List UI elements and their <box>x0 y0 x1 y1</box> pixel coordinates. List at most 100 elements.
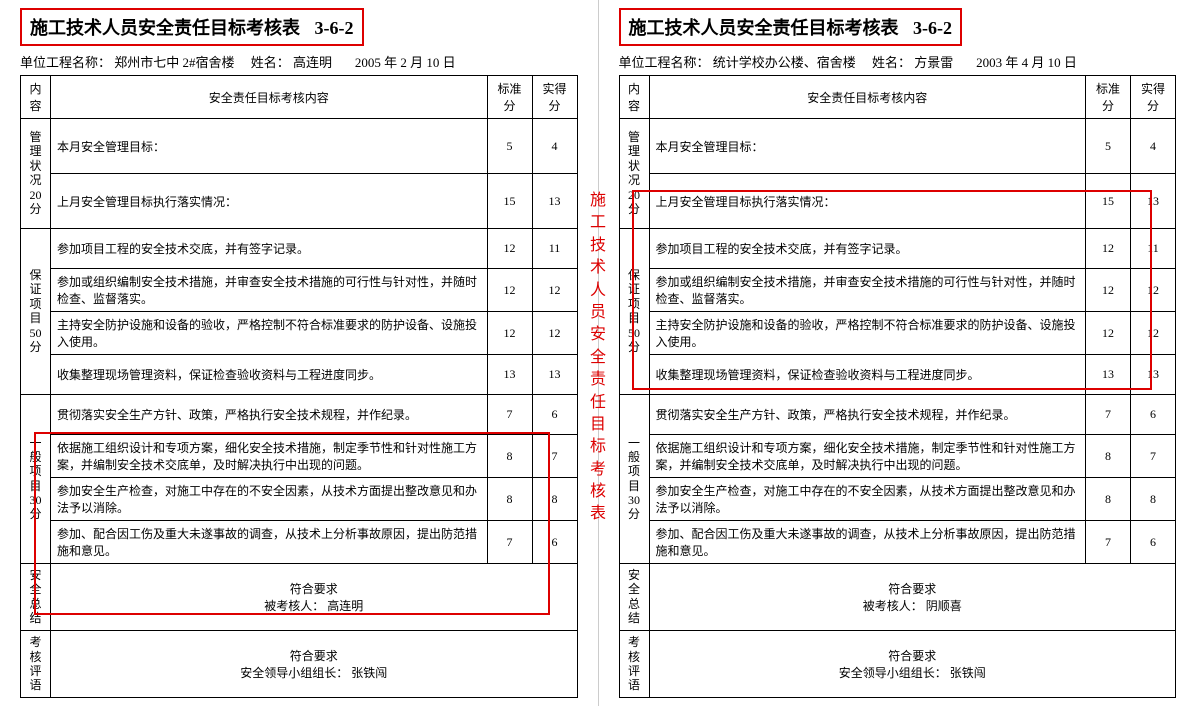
section3-label: 一般项目30分 <box>619 395 649 564</box>
row4-text: 参加或组织编制安全技术措施，并审查安全技术措施的可行性与针对性，并随时检查、监督… <box>51 269 488 312</box>
assessed-label: 被考核人： <box>863 599 923 613</box>
row4-act: 12 <box>532 269 577 312</box>
table-header-row: 内容 安全责任目标考核内容 标准分 实得分 <box>619 76 1176 119</box>
hdr-act: 实得分 <box>532 76 577 119</box>
date: 2005 年 2 月 10 日 <box>355 55 456 70</box>
row5-text: 主持安全防护设施和设备的验收，严格控制不符合标准要求的防护设备、设施投入使用。 <box>649 312 1086 355</box>
row8-text: 依据施工组织设计和专项方案，细化安全技术措施，制定季节性和针对性施工方案，并编制… <box>51 435 488 478</box>
row4-text: 参加或组织编制安全技术措施，并审查安全技术措施的可行性与针对性，并随时检查、监督… <box>649 269 1086 312</box>
row1-act: 4 <box>1131 119 1176 174</box>
row7-text: 贯彻落实安全生产方针、政策，严格执行安全技术规程，并作纪录。 <box>649 395 1086 435</box>
row9-std: 8 <box>487 478 532 521</box>
section2-label: 保证项目50分 <box>21 229 51 395</box>
row7-std: 7 <box>1086 395 1131 435</box>
row2-std: 15 <box>1086 174 1131 229</box>
leader-label: 安全领导小组组长： <box>240 666 348 680</box>
row6-std: 13 <box>487 355 532 395</box>
row5-act: 12 <box>1131 312 1176 355</box>
form-code: 3-6-2 <box>315 18 354 38</box>
row7-act: 6 <box>1131 395 1176 435</box>
hdr-std: 标准分 <box>487 76 532 119</box>
meta-prefix: 单位工程名称： <box>619 55 710 70</box>
row5-text: 主持安全防护设施和设备的验收，严格控制不符合标准要求的防护设备、设施投入使用。 <box>51 312 488 355</box>
person-name: 方景雷 <box>914 55 953 70</box>
review-req: 符合要求 <box>57 647 571 664</box>
row8-std: 8 <box>1086 435 1131 478</box>
assessed-name: 高连明 <box>327 599 363 613</box>
row9-act: 8 <box>532 478 577 521</box>
row2-text: 上月安全管理目标执行落实情况： <box>649 174 1086 229</box>
row5-std: 12 <box>487 312 532 355</box>
assessed-name: 阴顺喜 <box>926 599 962 613</box>
row10-act: 6 <box>532 521 577 564</box>
row3-act: 11 <box>1131 229 1176 269</box>
row4-std: 12 <box>1086 269 1131 312</box>
meta-prefix: 单位工程名称： <box>20 55 111 70</box>
row4-act: 12 <box>1131 269 1176 312</box>
row10-act: 6 <box>1131 521 1176 564</box>
row3-text: 参加项目工程的安全技术交底，并有签字记录。 <box>51 229 488 269</box>
row1-text: 本月安全管理目标： <box>51 119 488 174</box>
row8-act: 7 <box>532 435 577 478</box>
form-title-box-left: 施工技术人员安全责任目标考核表 3-6-2 <box>20 8 364 46</box>
hdr-topic: 安全责任目标考核内容 <box>649 76 1086 119</box>
row8-act: 7 <box>1131 435 1176 478</box>
right-page: 施工技术人员安全责任目标考核表 3-6-2 单位工程名称： 统计学校办公楼、宿舍… <box>599 0 1196 706</box>
row5-act: 12 <box>532 312 577 355</box>
assessment-table-right: 内容 安全责任目标考核内容 标准分 实得分 管理状况20分 本月安全管理目标： … <box>619 75 1177 698</box>
row10-std: 7 <box>1086 521 1131 564</box>
assessment-table-left: 内容 安全责任目标考核内容 标准分 实得分 管理状况20分 本月安全管理目标： … <box>20 75 578 698</box>
row9-text: 参加安全生产检查，对施工中存在的不安全因素，从技术方面提出整改意见和办法予以消除… <box>51 478 488 521</box>
leader-name: 张铁闯 <box>950 666 986 680</box>
row3-std: 12 <box>1086 229 1131 269</box>
leader-label: 安全领导小组组长： <box>839 666 947 680</box>
row9-std: 8 <box>1086 478 1131 521</box>
row6-std: 13 <box>1086 355 1131 395</box>
form-title: 施工技术人员安全责任目标考核表 <box>30 18 300 38</box>
row2-act: 13 <box>532 174 577 229</box>
form-title-box-right: 施工技术人员安全责任目标考核表 3-6-2 <box>619 8 963 46</box>
leader-name: 张铁闯 <box>351 666 387 680</box>
project-name: 统计学校办公楼、宿舍楼 <box>713 55 856 70</box>
spine-label: 施工技术人员安全责任目标考核表 <box>589 190 607 526</box>
row1-act: 4 <box>532 119 577 174</box>
row3-act: 11 <box>532 229 577 269</box>
summary-cell-left: 符合要求 被考核人： 高连明 <box>51 564 578 631</box>
row1-std: 5 <box>487 119 532 174</box>
hdr-act: 实得分 <box>1131 76 1176 119</box>
name-label: 姓名： <box>251 55 290 70</box>
row6-act: 13 <box>1131 355 1176 395</box>
summary-req: 符合要求 <box>57 580 571 597</box>
row9-act: 8 <box>1131 478 1176 521</box>
name-label: 姓名： <box>872 55 911 70</box>
section5-label: 考核评语 <box>21 631 51 698</box>
row2-act: 13 <box>1131 174 1176 229</box>
row7-act: 6 <box>532 395 577 435</box>
project-name: 郑州市七中 2#宿舍楼 <box>114 55 234 70</box>
table-header-row: 内容 安全责任目标考核内容 标准分 实得分 <box>21 76 578 119</box>
section5-label: 考核评语 <box>619 631 649 698</box>
hdr-std: 标准分 <box>1086 76 1131 119</box>
form-title: 施工技术人员安全责任目标考核表 <box>629 18 899 38</box>
row7-text: 贯彻落实安全生产方针、政策，严格执行安全技术规程，并作纪录。 <box>51 395 488 435</box>
row6-text: 收集整理现场管理资料，保证检查验收资料与工程进度同步。 <box>649 355 1086 395</box>
date: 2003 年 4 月 10 日 <box>976 55 1077 70</box>
summary-req: 符合要求 <box>656 580 1170 597</box>
section1-label: 管理状况20分 <box>619 119 649 229</box>
row7-std: 7 <box>487 395 532 435</box>
row3-text: 参加项目工程的安全技术交底，并有签字记录。 <box>649 229 1086 269</box>
hdr-content: 内容 <box>21 76 51 119</box>
row8-text: 依据施工组织设计和专项方案，细化安全技术措施，制定季节性和针对性施工方案，并编制… <box>649 435 1086 478</box>
review-req: 符合要求 <box>656 647 1170 664</box>
row9-text: 参加安全生产检查，对施工中存在的不安全因素，从技术方面提出整改意见和办法予以消除… <box>649 478 1086 521</box>
row2-std: 15 <box>487 174 532 229</box>
row4-std: 12 <box>487 269 532 312</box>
review-cell-right: 符合要求 安全领导小组组长： 张铁闯 <box>649 631 1176 698</box>
row1-text: 本月安全管理目标： <box>649 119 1086 174</box>
section4-label: 安全总结 <box>619 564 649 631</box>
row2-text: 上月安全管理目标执行落实情况： <box>51 174 488 229</box>
row10-text: 参加、配合因工伤及重大未遂事故的调查，从技术上分析事故原因，提出防范措施和意见。 <box>649 521 1086 564</box>
hdr-content: 内容 <box>619 76 649 119</box>
section3-label: 一般项目30分 <box>21 395 51 564</box>
section1-label: 管理状况20分 <box>21 119 51 229</box>
